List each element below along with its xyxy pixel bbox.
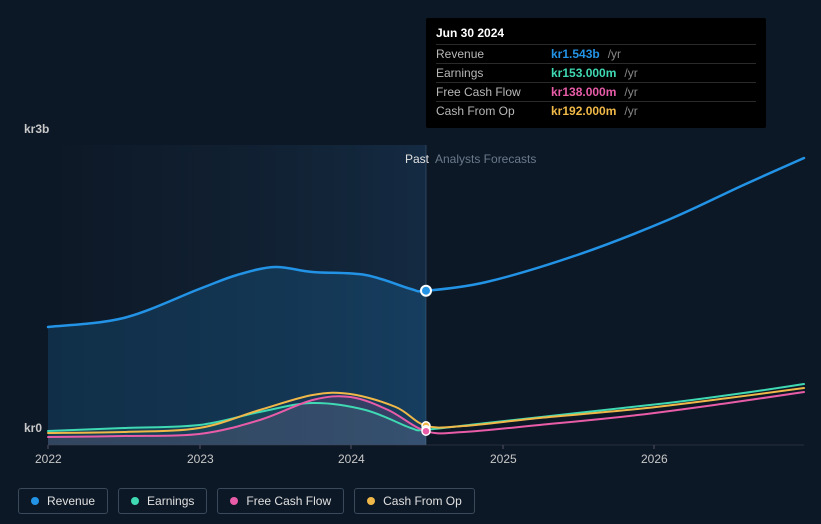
- tooltip-metric-label: Free Cash Flow: [436, 85, 551, 99]
- x-axis-label: 2022: [35, 452, 62, 466]
- tooltip-metric-unit: /yr: [624, 66, 756, 80]
- tooltip-metric-value: kr1.543b: [551, 47, 600, 61]
- legend-label: Cash From Op: [383, 494, 462, 508]
- tooltip-row: Cash From Opkr192.000m/yr: [436, 101, 756, 120]
- legend-item[interactable]: Cash From Op: [354, 488, 475, 514]
- legend-label: Revenue: [47, 494, 95, 508]
- financials-chart: kr3b kr0 2022 2023 2024 2025 2026 Past Analy…: [0, 0, 821, 524]
- legend-dot-icon: [131, 497, 139, 505]
- tooltip-row: Earningskr153.000m/yr: [436, 63, 756, 82]
- legend-item[interactable]: Revenue: [18, 488, 108, 514]
- tooltip-metric-value: kr138.000m: [551, 85, 616, 99]
- chart-legend: Revenue Earnings Free Cash Flow Cash From O…: [18, 488, 475, 514]
- tooltip-metric-unit: /yr: [624, 85, 756, 99]
- tooltip-date: Jun 30 2024: [436, 26, 756, 44]
- legend-dot-icon: [31, 497, 39, 505]
- forecast-region-label: Analysts Forecasts: [435, 152, 536, 166]
- x-axis-label: 2025: [490, 452, 517, 466]
- legend-item[interactable]: Earnings: [118, 488, 207, 514]
- tooltip-metric-unit: /yr: [624, 104, 756, 118]
- tooltip-metric-label: Earnings: [436, 66, 551, 80]
- tooltip-metric-unit: /yr: [608, 47, 756, 61]
- past-region-label: Past: [405, 152, 429, 166]
- chart-tooltip: Jun 30 2024 Revenuekr1.543b/yrEarningskr…: [426, 18, 766, 128]
- x-axis-label: 2024: [338, 452, 365, 466]
- tooltip-metric-label: Cash From Op: [436, 104, 551, 118]
- y-axis-label-min: kr0: [24, 421, 42, 435]
- tooltip-metric-value: kr192.000m: [551, 104, 616, 118]
- legend-item[interactable]: Free Cash Flow: [217, 488, 344, 514]
- legend-label: Free Cash Flow: [246, 494, 331, 508]
- tooltip-metric-value: kr153.000m: [551, 66, 616, 80]
- legend-dot-icon: [230, 497, 238, 505]
- y-axis-label-max: kr3b: [24, 122, 49, 136]
- tooltip-row: Revenuekr1.543b/yr: [436, 44, 756, 63]
- legend-label: Earnings: [147, 494, 194, 508]
- tooltip-row: Free Cash Flowkr138.000m/yr: [436, 82, 756, 101]
- tooltip-metric-label: Revenue: [436, 47, 551, 61]
- x-axis-label: 2023: [187, 452, 214, 466]
- x-axis-label: 2026: [641, 452, 668, 466]
- legend-dot-icon: [367, 497, 375, 505]
